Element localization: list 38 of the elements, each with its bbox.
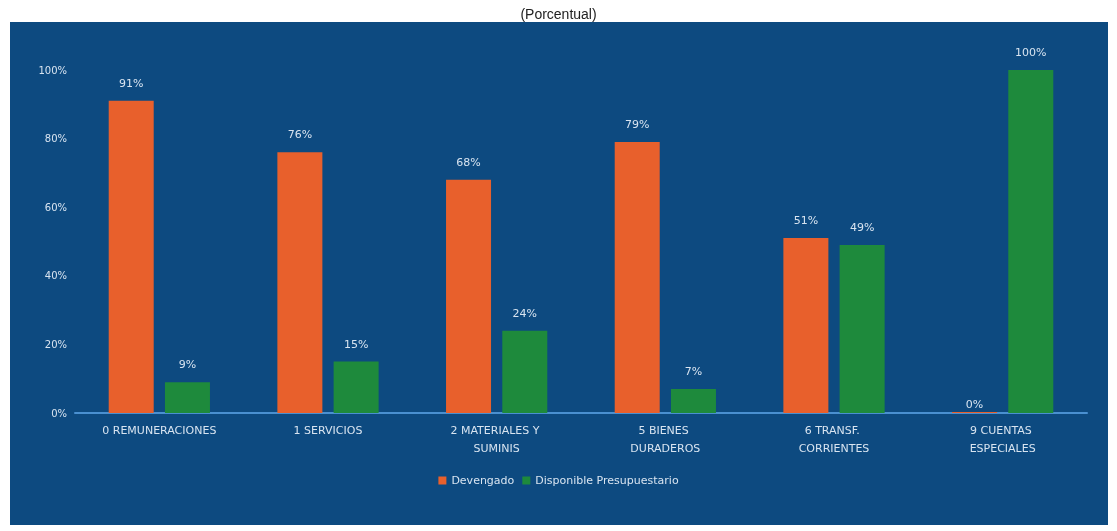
bar: [1008, 70, 1054, 413]
legend-label: Disponible Presupuestario: [535, 474, 679, 487]
data-label: 51%: [793, 214, 819, 228]
data-label: 0%: [965, 398, 984, 411]
x-tick-label: 9 CUENTAS ESPECIALES: [969, 423, 1036, 455]
bar: [446, 179, 492, 413]
legend-label: Devengado: [451, 474, 515, 487]
data-label: 49%: [849, 220, 875, 234]
x-tick-label: 6 TRANSF. CORRIENTES: [798, 423, 870, 455]
x-tick-label: 2 MATERIALES Y SUMINIS: [450, 423, 543, 455]
bar: [108, 100, 154, 413]
data-label: 7%: [684, 364, 703, 378]
y-tick-label: 60%: [44, 201, 67, 213]
data-label: 100%: [1015, 46, 1047, 59]
data-label: 15%: [343, 337, 369, 351]
y-tick-label: 80%: [44, 133, 67, 145]
y-tick-label: 20%: [44, 338, 67, 350]
bar: [614, 142, 660, 413]
data-label: 91%: [118, 76, 144, 90]
x-tick-label: 5 BIENES DURADEROS: [630, 423, 701, 455]
bar: [783, 238, 829, 413]
y-tick-label: 0%: [51, 407, 67, 419]
data-label: 79%: [624, 118, 650, 132]
bar: [333, 361, 379, 413]
data-label: 24%: [512, 306, 538, 320]
bar: [670, 388, 716, 413]
x-tick-label: 1 SERVICIOS: [293, 423, 363, 437]
bar: [164, 382, 210, 413]
x-tick-label: 0 REMUNERACIONES: [102, 423, 217, 437]
bar: [277, 152, 323, 413]
y-tick-label: 100%: [38, 64, 67, 76]
data-label: 76%: [287, 128, 313, 142]
bar: [502, 330, 548, 413]
y-tick-label: 40%: [44, 270, 67, 282]
data-label: 68%: [456, 155, 481, 169]
data-label: 9%: [178, 358, 197, 372]
chart-title: (Porcentual): [520, 6, 597, 22]
bar: [839, 244, 885, 413]
